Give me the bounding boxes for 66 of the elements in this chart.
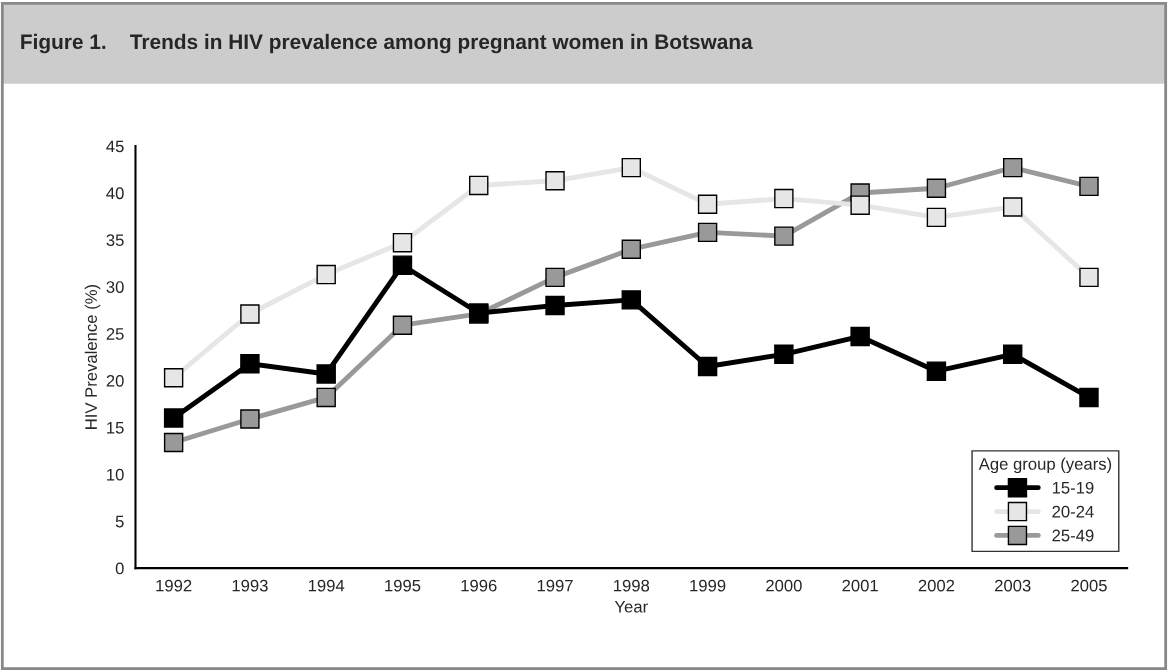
legend-title: Age group (years) — [978, 457, 1112, 474]
point — [316, 264, 336, 285]
legend-label: 25-49 — [1052, 529, 1094, 542]
point — [1079, 387, 1099, 408]
point — [926, 361, 947, 381]
x-tick-label: 2001 — [842, 579, 878, 592]
point — [850, 326, 870, 347]
y-tick-label: 5 — [115, 515, 124, 528]
point — [1079, 176, 1099, 197]
y-axis-title: HIV Prevalence (%) — [84, 284, 101, 429]
point — [392, 255, 413, 275]
x-tick-label: 2002 — [918, 579, 955, 592]
point — [926, 178, 947, 198]
point — [850, 195, 870, 215]
point — [163, 432, 184, 453]
point — [469, 175, 489, 196]
x-tick-label: 1995 — [385, 579, 421, 592]
point — [316, 364, 336, 384]
point — [1002, 197, 1023, 217]
point — [316, 387, 336, 408]
point — [545, 171, 565, 191]
point — [774, 188, 794, 209]
point — [240, 353, 260, 374]
point — [621, 157, 642, 178]
y-tick-label: 25 — [106, 328, 124, 340]
y-tick-label: 20 — [106, 374, 124, 387]
point — [392, 232, 413, 253]
y-tick-label: 40 — [106, 187, 124, 200]
point — [1079, 267, 1099, 288]
point — [1002, 344, 1023, 365]
legend-label: 15-19 — [1052, 481, 1094, 494]
y-tick-label: 30 — [106, 281, 124, 293]
point — [697, 222, 718, 243]
point — [621, 290, 642, 310]
x-axis-title: Year — [614, 600, 648, 613]
point — [392, 315, 413, 335]
point — [545, 267, 565, 288]
x-tick-label: 1999 — [690, 579, 726, 592]
point — [240, 409, 260, 429]
x-tick-label: 1998 — [614, 579, 650, 592]
point — [697, 194, 718, 214]
y-tick-label: 15 — [107, 422, 124, 434]
point — [621, 239, 642, 259]
point — [545, 295, 565, 316]
chart-title: Figure 1. Trends in HIV prevalence among pregnant women in Botswana — [21, 33, 753, 54]
point — [163, 408, 184, 428]
point — [774, 226, 794, 246]
x-tick-label: 1997 — [537, 579, 573, 592]
y-tick-label: 0 — [115, 562, 124, 575]
legend-label: 20-24 — [1052, 505, 1094, 518]
x-tick-label: 2005 — [1071, 579, 1107, 592]
x-tick-label: 1996 — [461, 579, 497, 592]
y-tick-label: 45 — [106, 140, 124, 153]
x-tick-label: 1994 — [308, 579, 345, 592]
x-tick-label: 2003 — [995, 579, 1031, 592]
point — [163, 368, 184, 388]
point — [774, 344, 794, 365]
y-tick-label: 10 — [107, 468, 124, 481]
y-tick-label: 35 — [106, 234, 124, 247]
point — [926, 207, 947, 228]
x-tick-label: 1992 — [156, 579, 192, 592]
point — [240, 304, 260, 324]
x-tick-label: 2000 — [766, 579, 802, 592]
x-tick-label: 1993 — [232, 579, 268, 592]
point — [697, 356, 718, 377]
point — [1002, 157, 1023, 178]
